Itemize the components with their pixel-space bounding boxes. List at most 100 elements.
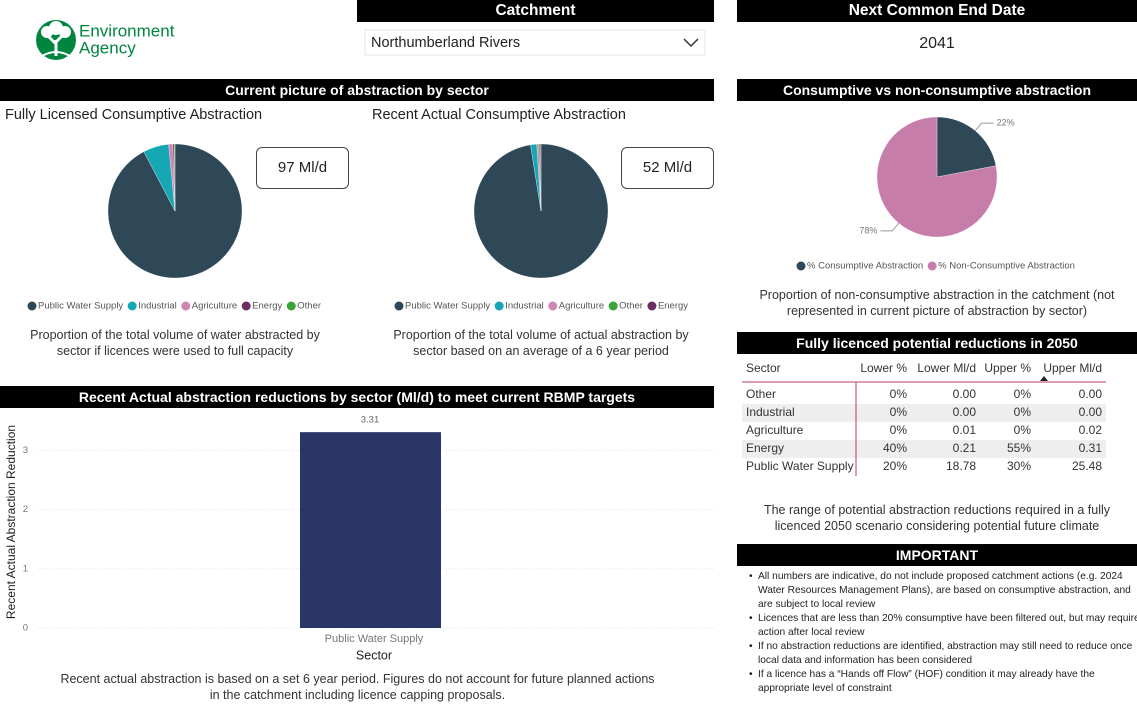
table-cell: 0%: [1014, 405, 1032, 419]
dropdown[interactable]: [364, 29, 706, 56]
column-header: Upper %: [984, 361, 1031, 375]
table-cell: 20%: [883, 459, 907, 473]
legend-marker: [286, 301, 296, 311]
table-title: Fully licenced potential reductions in 2…: [737, 332, 1137, 354]
dropdown-value[interactable]: Northumberland Rivers: [371, 35, 520, 51]
table-cell: 30%: [1007, 459, 1031, 473]
table-cell: Industrial: [746, 405, 795, 419]
logo-icon: [36, 20, 76, 60]
legend-marker: [494, 301, 504, 311]
end-date-value: 2041: [919, 35, 955, 52]
chart-title: Consumptive vs non-consumptive abstracti…: [737, 79, 1137, 101]
data-label: 22%: [997, 117, 1015, 127]
table-cell: 0.00: [953, 387, 977, 401]
logo-text: Agency: [79, 38, 136, 57]
data-label: 78%: [859, 225, 877, 235]
important-item: All numbers are indicative, do not inclu…: [749, 570, 1137, 612]
legend-label: Other: [297, 301, 321, 312]
chart-caption: Proportion of the total volume of actual…: [393, 328, 689, 358]
legend-marker: [241, 301, 251, 311]
table-cell: Energy: [746, 441, 784, 455]
legend-marker: [181, 301, 191, 311]
chart-caption: Proportion of non-consumptive abstractio…: [759, 288, 1115, 318]
table-cell: 0.21: [953, 441, 977, 455]
total-card: 52 Ml/d: [621, 147, 714, 189]
row-bg: [742, 404, 1106, 422]
table-caption: The range of potential abstraction reduc…: [763, 503, 1111, 533]
important-item: If no abstraction reductions are identif…: [749, 640, 1137, 668]
chart-title: Recent Actual abstraction reductions by …: [0, 386, 714, 408]
x-axis-title: Sector: [356, 648, 392, 662]
end-date-label: Next Common End Date: [737, 0, 1137, 22]
important-list: All numbers are indicative, do not inclu…: [748, 570, 1137, 696]
pie-slice: [174, 143, 176, 212]
legend-marker: [647, 301, 657, 311]
table-cell: 0%: [890, 423, 908, 437]
important-title: IMPORTANT: [737, 544, 1137, 566]
legend-marker: [394, 301, 404, 311]
legend-label: Industrial: [138, 301, 177, 312]
legend-label: Energy: [658, 301, 688, 312]
data-label: 3.31: [361, 415, 380, 426]
catchment-label: Catchment: [357, 0, 714, 22]
x-tick-label: Public Water Supply: [325, 633, 424, 645]
table-cell: 0%: [890, 387, 908, 401]
table: Sector Lower % Lower Ml/d Upper % Upper Ml/d…: [742, 361, 1106, 476]
important-item: Licences that are less than 20% consumpt…: [749, 612, 1137, 640]
legend-label: Industrial: [505, 301, 544, 312]
legend-label: Other: [619, 301, 643, 312]
important-item: If a licence has a “Hands off Flow” (HOF…: [749, 668, 1137, 696]
leader-line: [974, 122, 994, 132]
legend-marker: [608, 301, 618, 311]
legend-label: % Non-Consumptive Abstraction: [938, 261, 1075, 272]
table-cell: 25.48: [1072, 459, 1102, 473]
column-header: Lower Ml/d: [917, 361, 976, 375]
table-cell: Other: [746, 387, 776, 401]
table-cell: 0.00: [953, 405, 977, 419]
chart-title: Recent Actual Consumptive Abstraction: [372, 107, 626, 123]
y-tick-label: 0: [23, 623, 28, 634]
column-header: Upper Ml/d: [1043, 361, 1102, 375]
table-cell: 0%: [890, 405, 908, 419]
y-tick-label: 1: [23, 563, 28, 574]
total-card: 97 Ml/d: [256, 147, 349, 189]
chart-caption: Proportion of the total volume of water …: [30, 328, 320, 358]
table-cell: Public Water Supply: [746, 459, 854, 473]
chart-title: Fully Licensed Consumptive Abstraction: [5, 107, 263, 123]
legend-marker: [796, 261, 806, 271]
y-tick-label: 2: [23, 504, 28, 515]
legend-label: Agriculture: [192, 301, 237, 312]
bar: [300, 432, 441, 628]
legend-marker: [127, 301, 137, 311]
table-cell: 0.01: [953, 423, 977, 437]
chart-caption: Recent actual abstraction is based on a …: [60, 672, 655, 702]
table-cell: 55%: [1007, 441, 1031, 455]
dropdown-chevron[interactable]: [683, 38, 699, 48]
row-bg: [742, 440, 1106, 458]
sort-indicator[interactable]: [1040, 376, 1048, 381]
table-cell: 0%: [1014, 423, 1032, 437]
table-cell: 18.78: [946, 459, 976, 473]
table-cell: 40%: [883, 441, 907, 455]
y-tick-label: 3: [23, 445, 28, 456]
table-cell: 0%: [1014, 387, 1032, 401]
legend-marker: [27, 301, 37, 311]
legend-label: Public Water Supply: [405, 301, 490, 312]
leader-line: [880, 222, 900, 232]
table-cell: 0.00: [1079, 387, 1103, 401]
column-header: Lower %: [860, 361, 907, 375]
pie-slice: [540, 143, 542, 212]
legend-label: % Consumptive Abstraction: [807, 261, 923, 272]
pie-slice: [936, 116, 997, 178]
section-title: Current picture of abstraction by sector: [0, 79, 714, 101]
legend-label: Public Water Supply: [38, 301, 123, 312]
table-cell: 0.00: [1079, 405, 1103, 419]
legend-label: Agriculture: [559, 301, 604, 312]
table-cell: Agriculture: [746, 423, 804, 437]
y-axis-title: Recent Actual Abstraction Reduction: [4, 425, 18, 619]
table-cell: 0.31: [1079, 441, 1103, 455]
table-cell: 0.02: [1079, 423, 1103, 437]
column-header: Sector: [746, 361, 781, 375]
